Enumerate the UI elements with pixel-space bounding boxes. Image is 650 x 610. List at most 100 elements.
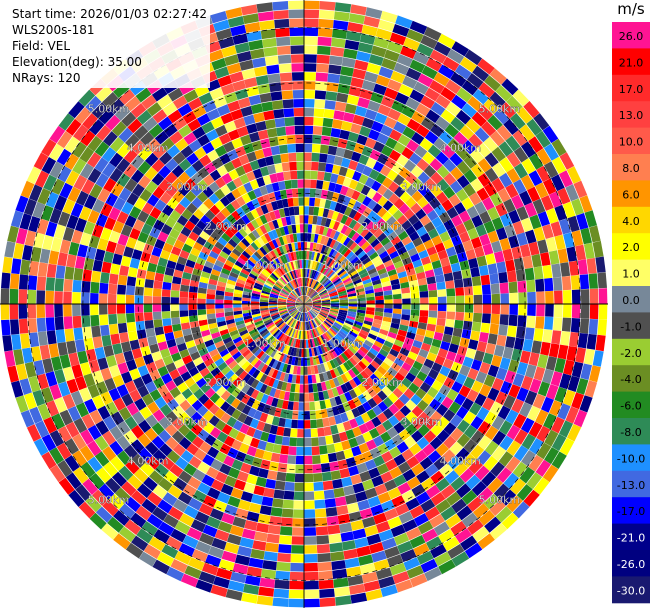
range-gate-cell — [503, 118, 519, 135]
range-gate-cell — [370, 326, 380, 333]
range-gate-cell — [497, 188, 511, 203]
range-gate-cell — [383, 290, 393, 296]
range-gate-cell — [419, 215, 431, 226]
range-gate-cell — [327, 286, 336, 292]
range-gate-cell — [476, 255, 487, 267]
range-gate-cell — [310, 279, 315, 288]
range-gate-cell — [304, 296, 309, 304]
range-gate-cell — [542, 224, 554, 239]
range-gate-cell — [316, 262, 322, 272]
range-gate-cell — [333, 231, 341, 241]
range-gate-cell — [344, 282, 354, 288]
range-gate-cell — [431, 362, 443, 373]
range-gate-cell — [348, 160, 359, 171]
range-gate-cell — [510, 113, 526, 130]
range-gate-cell — [401, 105, 416, 119]
range-gate-cell — [379, 348, 389, 358]
range-gate-cell — [595, 256, 606, 273]
range-gate-cell — [334, 202, 343, 213]
range-gate-cell — [450, 166, 464, 181]
range-gate-cell — [399, 347, 410, 357]
range-gate-cell — [461, 197, 474, 210]
range-gate-cell — [420, 256, 431, 266]
range-gate-cell — [404, 356, 415, 367]
range-gate-cell — [453, 131, 468, 146]
range-gate-cell — [412, 360, 423, 371]
range-gate-cell — [470, 178, 484, 192]
range-gate-cell — [336, 316, 346, 322]
range-gate-cell — [490, 130, 505, 147]
range-gate-cell — [451, 381, 463, 393]
range-gate-cell — [387, 269, 397, 277]
range-gate-cell — [304, 9, 320, 19]
range-gate-cell — [357, 306, 366, 311]
range-gate-cell — [519, 244, 531, 258]
range-gate-cell — [528, 170, 543, 187]
range-gate-cell — [304, 298, 311, 304]
range-gate-cell — [471, 321, 482, 332]
range-gate-cell — [414, 265, 425, 274]
range-gate-cell — [372, 322, 382, 329]
range-gate-cell — [446, 388, 459, 401]
range-gate-cell — [366, 296, 375, 301]
range-gate-cell — [347, 313, 356, 318]
range-gate-cell — [459, 364, 471, 377]
colorbar-tick-label: 4.0 — [622, 215, 640, 228]
range-gate-cell — [329, 293, 338, 297]
nrays-text: NRays: 120 — [12, 71, 81, 85]
range-gate-cell — [522, 255, 533, 269]
range-gate-cell — [342, 324, 352, 331]
range-gate-cell — [325, 163, 334, 173]
range-gate-cell — [313, 117, 324, 127]
range-gate-cell — [482, 294, 492, 304]
range-gate-cell — [374, 287, 383, 293]
range-gate-cell — [339, 185, 349, 196]
range-gate-cell — [357, 297, 366, 302]
range-gate-cell — [568, 260, 579, 276]
range-gate-cell — [304, 0, 320, 10]
range-gate-cell — [374, 311, 384, 317]
range-gate-cell — [338, 166, 348, 177]
range-gate-cell — [533, 266, 544, 280]
range-gate-cell — [358, 268, 368, 276]
range-gate-cell — [321, 298, 330, 302]
range-gate-cell — [384, 304, 393, 309]
range-gate-cell — [415, 103, 431, 117]
range-gate-cell — [337, 332, 346, 340]
range-gate-cell — [320, 310, 329, 315]
range-gate-cell — [383, 340, 394, 349]
range-gate-cell — [554, 290, 563, 304]
range-gate-cell — [389, 348, 400, 358]
range-gate-cell — [390, 70, 406, 84]
range-gate-cell — [330, 305, 340, 308]
range-gate-cell — [436, 165, 450, 179]
range-gate-cell — [304, 277, 307, 287]
range-gate-cell — [329, 136, 340, 147]
range-gate-cell — [329, 239, 337, 249]
range-gate-cell — [307, 288, 312, 296]
range-gate-cell — [411, 178, 424, 191]
range-gate-cell — [445, 79, 462, 95]
range-gate-cell — [343, 149, 354, 160]
range-gate-cell — [318, 274, 325, 283]
range-gate-cell — [323, 280, 332, 288]
range-gate-cell — [326, 154, 336, 164]
range-gate-cell — [354, 59, 369, 71]
range-gate-cell — [487, 263, 498, 275]
range-gate-cell — [406, 118, 421, 132]
range-gate-cell — [315, 252, 321, 262]
range-gate-cell — [392, 288, 402, 295]
range-gate-cell — [426, 276, 436, 285]
range-gate-cell — [304, 63, 317, 72]
range-gate-cell — [373, 340, 384, 349]
range-gate-cell — [410, 291, 420, 299]
range-gate-cell — [494, 344, 505, 357]
range-gate-cell — [537, 239, 549, 254]
range-gate-cell — [308, 288, 313, 297]
range-gate-cell — [424, 130, 439, 145]
range-gate-cell — [304, 304, 313, 307]
range-gate-cell — [524, 202, 538, 218]
range-gate-cell — [571, 392, 584, 410]
range-gate-cell — [309, 269, 314, 279]
range-gate-cell — [546, 384, 559, 400]
